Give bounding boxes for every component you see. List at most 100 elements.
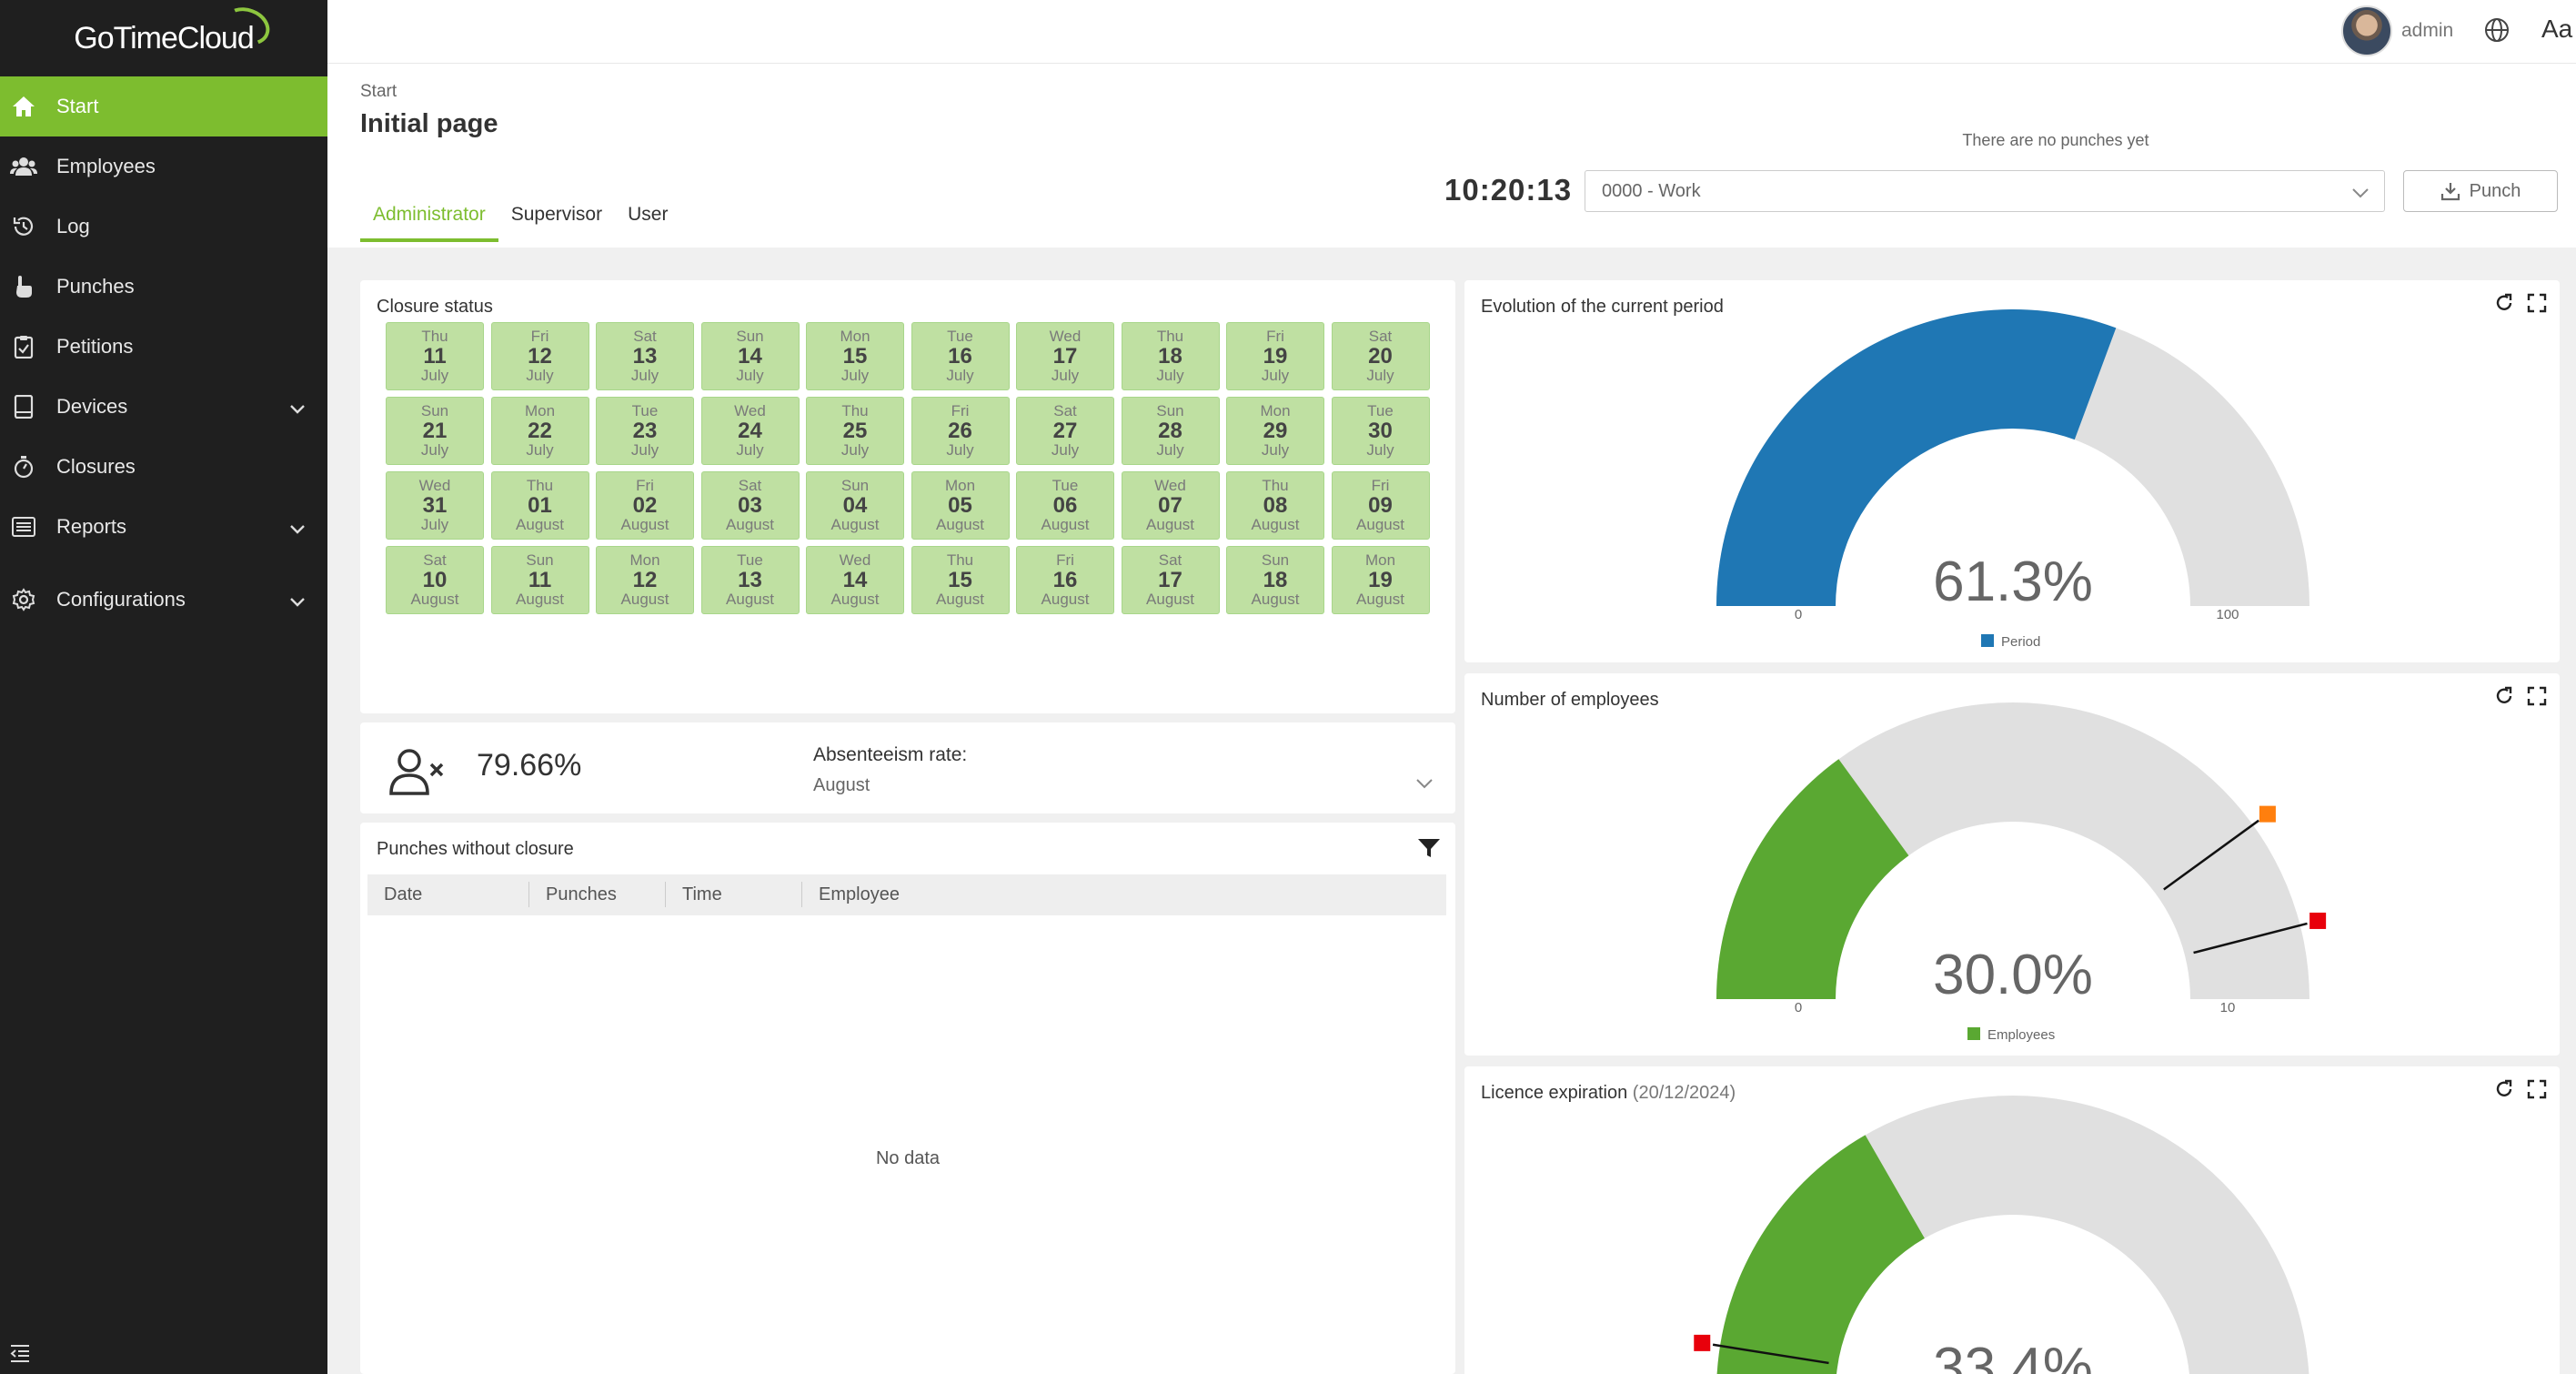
breadcrumb[interactable]: Start (360, 82, 397, 101)
closure-day-cell[interactable]: Thu 11 July (386, 322, 484, 390)
work-type-value: 0000 - Work (1602, 180, 1701, 201)
sidebar-item-devices[interactable]: Devices (0, 377, 327, 437)
closure-day-cell[interactable]: Sun 11 August (490, 546, 589, 614)
fullscreen-icon[interactable] (2527, 1079, 2547, 1104)
tab-administrator[interactable]: Administrator (360, 204, 498, 242)
closure-day-cell[interactable]: Wed 31 July (386, 471, 484, 540)
chevron-down-icon[interactable] (1415, 777, 1434, 794)
day-name: Mon (1364, 551, 1396, 570)
fullscreen-icon[interactable] (2527, 686, 2547, 711)
sidebar-item-punches[interactable]: Punches (0, 257, 327, 317)
closure-day-cell[interactable]: Fri 16 August (1016, 546, 1114, 614)
closure-day-cell[interactable]: Sat 03 August (700, 471, 800, 540)
sidebar-item-petitions[interactable]: Petitions (0, 317, 327, 377)
day-month: August (1146, 516, 1194, 534)
filter-icon[interactable] (1417, 837, 1441, 864)
closure-day-cell[interactable]: Fri 02 August (596, 471, 694, 540)
gauge-min-label: 0 (1795, 607, 1802, 622)
closure-day-cell[interactable]: Thu 25 July (806, 397, 904, 465)
closure-day-cell[interactable]: Wed 24 July (700, 397, 800, 465)
logo[interactable]: GoTimeCloud (0, 0, 327, 76)
closure-day-cell[interactable]: Fri 09 August (1331, 471, 1430, 540)
closure-day-cell[interactable]: Sat 10 August (386, 546, 484, 614)
closure-day-cell[interactable]: Sun 14 July (700, 322, 800, 390)
closure-day-cell[interactable]: Sun 21 July (386, 397, 484, 465)
sidebar-item-employees[interactable]: Employees (0, 136, 327, 197)
closure-day-cell[interactable]: Sat 27 July (1016, 397, 1114, 465)
day-name: Thu (1156, 328, 1184, 346)
closure-day-cell[interactable]: Wed 17 July (1016, 322, 1114, 390)
closure-day-cell[interactable]: Fri 12 July (490, 322, 589, 390)
closure-day-cell[interactable]: Sun 28 July (1121, 397, 1220, 465)
day-number: 11 (423, 343, 447, 369)
day-month: August (1251, 591, 1300, 609)
sidebar-item-configurations[interactable]: Configurations (0, 570, 327, 630)
day-month: July (420, 516, 449, 534)
users-icon (9, 152, 38, 181)
closure-day-cell[interactable]: Mon 22 July (490, 397, 589, 465)
column-header-time[interactable]: Time (666, 882, 802, 907)
closure-day-cell[interactable]: Sun 04 August (806, 471, 904, 540)
sidebar-item-log[interactable]: Log (0, 197, 327, 257)
day-month: July (840, 441, 870, 460)
column-header-employee[interactable]: Employee (819, 884, 900, 904)
closure-day-cell[interactable]: Fri 19 July (1226, 322, 1324, 390)
closure-day-cell[interactable]: Thu 01 August (490, 471, 589, 540)
download-icon (2440, 183, 2460, 201)
day-name: Sat (1158, 551, 1182, 570)
day-number: 18 (1158, 343, 1182, 369)
avatar[interactable] (2341, 5, 2392, 56)
closure-day-cell[interactable]: Thu 08 August (1226, 471, 1324, 540)
table-header: Date Punches Time Employee (367, 874, 1446, 915)
closure-day-cell[interactable]: Tue 30 July (1331, 397, 1430, 465)
closure-day-cell[interactable]: Mon 12 August (596, 546, 694, 614)
sidebar-collapse-icon[interactable] (9, 1343, 33, 1367)
absenteeism-month-select[interactable]: August (813, 775, 870, 795)
closure-day-cell[interactable]: Thu 18 July (1121, 322, 1220, 390)
list-icon (9, 512, 38, 541)
chevron-down-icon[interactable] (289, 517, 306, 541)
globe-icon[interactable] (2483, 16, 2511, 44)
closure-day-cell[interactable]: Fri 26 July (911, 397, 1010, 465)
sidebar-item-closures[interactable]: Closures (0, 437, 327, 497)
closure-day-cell[interactable]: Mon 05 August (911, 471, 1010, 540)
tab-user[interactable]: User (628, 204, 669, 225)
closure-day-cell[interactable]: Sat 20 July (1331, 322, 1430, 390)
closure-day-cell[interactable]: Wed 07 August (1121, 471, 1220, 540)
fullscreen-icon[interactable] (2527, 293, 2547, 318)
day-month: July (946, 441, 974, 460)
chevron-down-icon[interactable] (289, 397, 306, 420)
closure-day-cell[interactable]: Mon 15 July (806, 322, 904, 390)
refresh-icon[interactable] (2494, 686, 2514, 711)
punch-button[interactable]: Punch (2403, 170, 2558, 212)
closure-day-cell[interactable]: Mon 19 August (1331, 546, 1430, 614)
gauge-fill (1716, 1135, 1925, 1374)
closure-day-cell[interactable]: Wed 14 August (806, 546, 904, 614)
username[interactable]: admin (2401, 20, 2454, 41)
sidebar-item-start[interactable]: Start (0, 76, 327, 136)
refresh-icon[interactable] (2494, 293, 2514, 318)
closure-day-cell[interactable]: Sat 13 July (596, 322, 694, 390)
closure-day-cell[interactable]: Tue 23 July (596, 397, 694, 465)
column-header-date[interactable]: Date (367, 882, 529, 907)
column-header-punches[interactable]: Punches (529, 882, 666, 907)
day-name: Sat (1053, 402, 1077, 420)
closure-day-cell[interactable]: Sat 17 August (1121, 546, 1220, 614)
tab-supervisor[interactable]: Supervisor (510, 204, 603, 225)
font-size-button[interactable]: Aa (2541, 15, 2573, 43)
day-month: August (936, 591, 984, 609)
day-number: 14 (738, 343, 762, 369)
closure-day-cell[interactable]: Tue 16 July (911, 322, 1010, 390)
closure-day-cell[interactable]: Thu 15 August (911, 546, 1010, 614)
refresh-icon[interactable] (2494, 1079, 2514, 1104)
sidebar-item-reports[interactable]: Reports (0, 497, 327, 557)
closure-day-cell[interactable]: Tue 13 August (700, 546, 800, 614)
work-type-select[interactable]: 0000 - Work (1585, 170, 2385, 212)
chevron-down-icon[interactable] (289, 590, 306, 613)
closure-day-cell[interactable]: Tue 06 August (1016, 471, 1114, 540)
closure-day-cell[interactable]: Sun 18 August (1226, 546, 1324, 614)
day-number: 12 (528, 343, 552, 369)
day-name: Thu (841, 402, 869, 420)
closure-day-cell[interactable]: Mon 29 July (1226, 397, 1324, 465)
gear-icon (9, 585, 38, 614)
